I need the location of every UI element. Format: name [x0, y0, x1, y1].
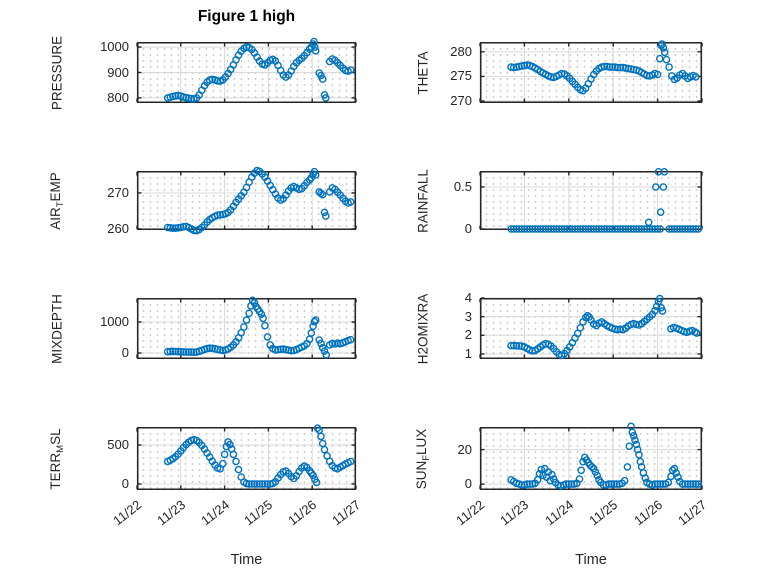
y-tick-label: 0: [464, 220, 472, 236]
y-tick-label: 270: [450, 93, 472, 109]
scatter-series-h2omixra: [507, 294, 701, 360]
y-tick-label: 0.5: [453, 178, 472, 194]
x-tick-label: 11/27: [329, 497, 364, 529]
axes-box: [480, 171, 702, 230]
y-axis-label-text: H2OMIXRA: [415, 293, 431, 364]
subplot-mixdepth: [136, 296, 357, 359]
x-tick-label: 11/24: [541, 497, 577, 529]
y-axis-label-h2omixra: H2OMIXRA: [416, 293, 431, 364]
axes-terr-msl: [136, 424, 357, 490]
y-axis-label-text: AIR: [48, 206, 63, 230]
axes-air-temp: [136, 166, 357, 235]
scatter-series-pressure: [163, 37, 355, 103]
y-axis-label-text: PRESSURE: [49, 35, 65, 110]
y-tick-label: 275: [450, 68, 472, 84]
y-tick-label: 20: [457, 441, 472, 457]
axes-mixdepth: [136, 296, 357, 359]
y-tick-label: 1000: [100, 313, 129, 329]
y-tick-label: 280: [450, 43, 472, 59]
y-tick-label: 270: [107, 184, 129, 200]
subplot-sun-flux: [479, 422, 703, 490]
y-tick-label: 3: [464, 308, 472, 324]
figure-title: Figure 1 high: [197, 8, 296, 25]
y-axis-label-text: EMP: [48, 171, 63, 201]
y-axis-label-text: SUN: [414, 460, 429, 489]
x-axis-label: Time: [230, 552, 263, 568]
scatter-series-air-temp: [163, 166, 355, 235]
axes-theta: [479, 40, 703, 103]
axes-pressure: [136, 37, 357, 103]
y-tick-label: 900: [107, 64, 129, 80]
axes-box: [480, 298, 702, 359]
axes-box: [480, 42, 702, 103]
subplot-air-temp: [136, 166, 357, 235]
subplot-rainfall: [479, 168, 703, 233]
x-tick-label: 11/22: [453, 497, 488, 529]
y-tick-label: 0: [121, 475, 129, 491]
axes-box: [137, 298, 356, 359]
y-axis-label-text: RAINFALL: [415, 168, 431, 233]
subplot-theta: [479, 40, 703, 103]
axes-box: [137, 42, 356, 103]
y-axis-label-text: SL: [48, 427, 63, 445]
y-tick-label: 260: [107, 220, 129, 236]
x-tick-label: 11/24: [197, 497, 232, 529]
subplot-terr-msl: [136, 424, 357, 490]
scatter-series-theta: [507, 40, 700, 95]
y-axis-label-text: THETA: [415, 50, 431, 95]
y-tick-label: 1000: [100, 39, 129, 55]
x-tick-label: 11/25: [586, 497, 621, 529]
axes-h2omixra: [479, 294, 703, 360]
y-tick-label: 500: [107, 437, 129, 452]
y-axis-label-pressure: PRESSURE: [50, 35, 65, 109]
axes-box: [137, 427, 356, 490]
y-tick-label: 2: [464, 327, 472, 343]
axes-box: [480, 427, 702, 490]
axes-box: [137, 171, 356, 230]
x-tick-label: 11/26: [630, 497, 665, 529]
y-tick-label: 800: [107, 89, 129, 105]
y-axis-label-rainfall: RAINFALL: [416, 169, 431, 233]
x-tick-label: 11/27: [675, 497, 710, 529]
scatter-series-terr-msl: [163, 424, 355, 488]
y-axis-label-text: LUX: [414, 428, 429, 455]
y-tick-label: 4: [464, 290, 472, 305]
x-axis-label: Time: [575, 552, 607, 568]
y-axis-label-text: TERR: [48, 452, 63, 490]
y-axis-label-theta: THETA: [416, 51, 431, 94]
y-axis-label-subscript: T: [55, 200, 66, 207]
scatter-series-mixdepth: [163, 296, 355, 359]
x-tick-label: 11/23: [153, 497, 189, 529]
x-tick-label: 11/26: [285, 497, 320, 529]
axes-rainfall: [479, 168, 703, 233]
scatter-series-sun-flux: [507, 422, 703, 490]
x-tick-label: 11/22: [110, 497, 145, 529]
y-axis-label-terr-msl: TERRMSL: [48, 428, 66, 489]
y-axis-label-text: MIXDEPTH: [49, 293, 65, 364]
axes-sun-flux: [479, 422, 703, 490]
scatter-series-rainfall: [507, 168, 703, 233]
x-tick-label: 11/25: [241, 497, 276, 529]
y-tick-label: 0: [464, 476, 472, 492]
subplot-h2omixra: [479, 294, 703, 360]
y-axis-label-sun-flux: SUNFLUX: [414, 428, 432, 489]
y-tick-label: 0: [121, 344, 129, 360]
x-tick-label: 11/23: [497, 497, 532, 529]
y-axis-label-air-temp: AIRTEMP: [48, 172, 66, 230]
y-tick-label: 1: [464, 345, 472, 361]
y-axis-label-mixdepth: MIXDEPTH: [50, 294, 65, 364]
y-axis-label-subscript: F: [421, 454, 432, 461]
y-axis-label-subscript: M: [55, 444, 66, 453]
subplot-pressure: [136, 37, 357, 103]
